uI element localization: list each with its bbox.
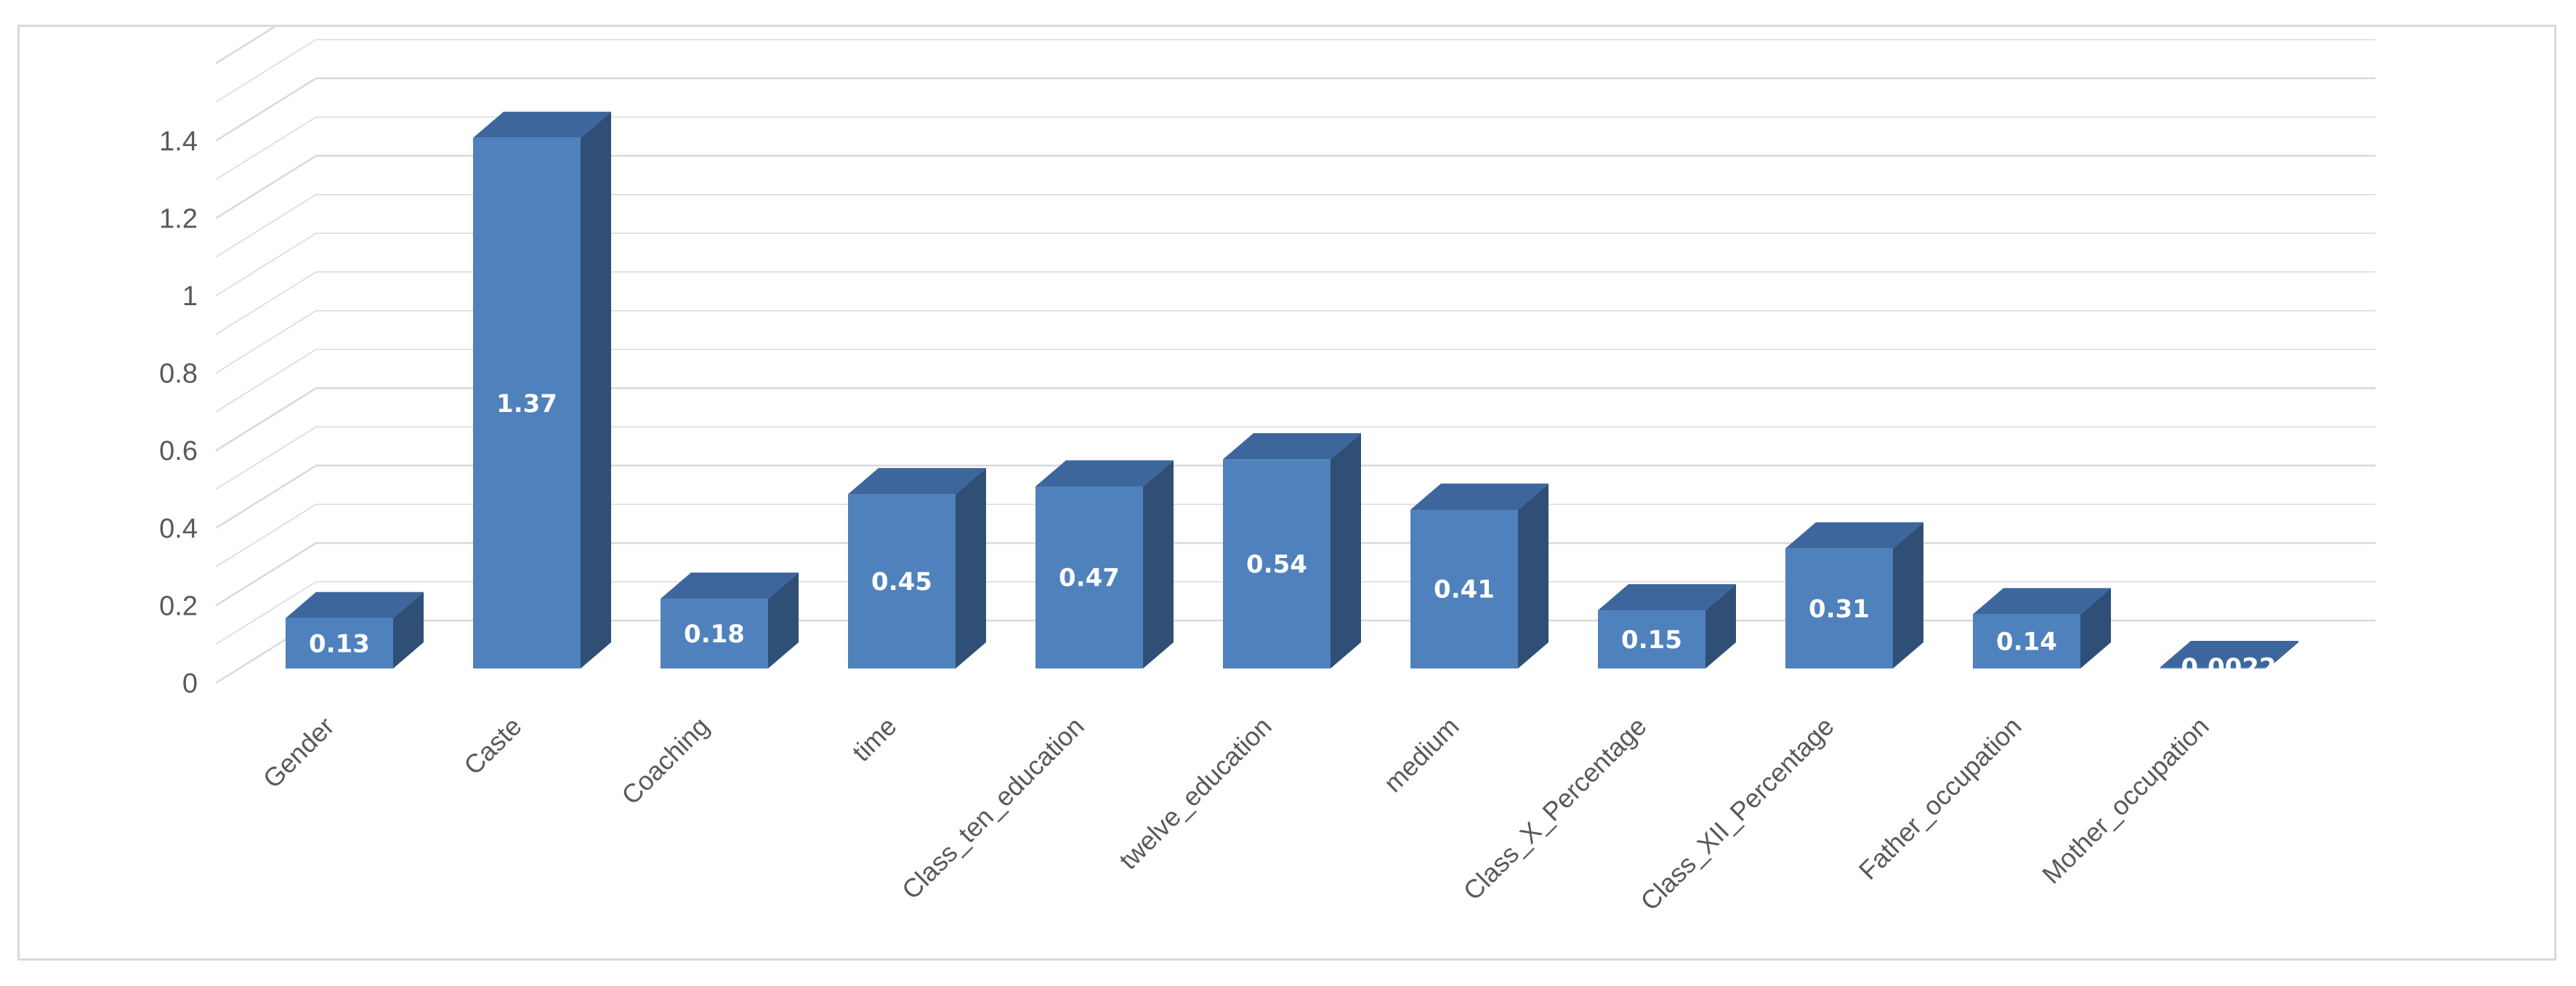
bar-front: [661, 599, 768, 668]
x-tick-label: Father_occupation: [1853, 711, 2027, 886]
bar-top: [1035, 460, 1174, 487]
y-tick-label: 1.2: [159, 203, 198, 234]
data-label: 0.14: [1996, 628, 2057, 657]
gridline: [215, 77, 2375, 142]
chart-frame: 0 0.2 0.4 0.6 0.8 1 1.2 1.4 0.13 1.37 0.18 0.45 0.4…: [17, 25, 2556, 961]
bar-side: [581, 111, 611, 668]
bar: 0.14: [1973, 588, 2111, 668]
bar-side: [1518, 483, 1549, 668]
bar: 0.45: [848, 468, 986, 668]
data-label: 0.0022: [2181, 653, 2276, 682]
x-tick-label: Class_ten_education: [896, 711, 1090, 905]
bar: 0.18: [661, 573, 799, 668]
gridline: [215, 233, 2375, 296]
bar: 0.47: [1035, 460, 1174, 668]
bar-chart: 0 0.2 0.4 0.6 0.8 1 1.2 1.4 0.13 1.37 0.18 0.45 0.4…: [159, 27, 2375, 916]
gridline: [215, 155, 2375, 219]
bar-front: [1410, 509, 1518, 668]
data-label: 0.13: [309, 629, 370, 658]
x-tick-label: twelve_education: [1113, 711, 1277, 876]
bar-front: [2160, 667, 2268, 668]
y-tick-label: 0.6: [159, 436, 198, 466]
bar-top: [2160, 641, 2298, 667]
bar-top: [661, 573, 799, 599]
y-tick-label: 0: [182, 668, 198, 699]
data-label: 0.45: [871, 567, 932, 597]
y-tick-label: 0.4: [159, 514, 198, 544]
bar: 0.15: [1598, 584, 1736, 668]
data-label: 1.37: [496, 389, 557, 419]
bar-top: [286, 591, 424, 618]
bar-front: [286, 618, 393, 668]
y-tick-label: 0.8: [159, 359, 198, 389]
x-tick-label: time: [847, 711, 903, 767]
bar-front: [1598, 610, 1705, 668]
bar-side: [956, 468, 986, 668]
x-tick-label: Gender: [257, 711, 340, 794]
gridline: [215, 271, 2375, 335]
bar-front: [848, 494, 956, 668]
gridline: [215, 542, 2375, 607]
bar-side: [1331, 433, 1361, 668]
x-tick-label: Coaching: [615, 711, 715, 811]
bar-side: [768, 573, 799, 668]
bar: 0.13: [286, 591, 424, 668]
gridline: [215, 349, 2375, 413]
bars: 0.13 1.37 0.18 0.45 0.47 0.54 0.41 0.15 0.31 0.14…: [286, 111, 2298, 682]
bar-top: [1598, 584, 1736, 611]
x-tick-label: Class_X_Percentage: [1458, 711, 1652, 906]
y-tick-label: 1.4: [159, 126, 198, 157]
x-tick-label: Mother_occupation: [2036, 711, 2215, 890]
bar-front: [1973, 614, 2080, 668]
bar-side: [1143, 460, 1174, 668]
bar-side: [1705, 584, 1736, 668]
bar-top: [1410, 483, 1549, 510]
gridline: [215, 387, 2375, 452]
gridline: [215, 464, 2375, 529]
x-tick-label: Class_XII_Percentage: [1634, 711, 1839, 916]
bar-top: [473, 111, 611, 138]
y-axis-ticks: 0 0.2 0.4 0.6 0.8 1 1.2 1.4: [159, 126, 198, 699]
gridline: [215, 116, 2375, 180]
data-label: 0.18: [684, 620, 745, 649]
bar: 0.0022: [2160, 641, 2298, 682]
bar-front: [1785, 548, 1893, 668]
bar: 1.37: [473, 111, 611, 669]
gridline: [215, 310, 2375, 374]
data-label: 0.54: [1246, 550, 1307, 579]
bar-top: [1973, 588, 2111, 615]
bar-front: [473, 137, 581, 669]
bar-front: [1035, 486, 1143, 668]
x-tick-label: medium: [1378, 711, 1465, 799]
gridline: [215, 193, 2375, 258]
y-tick-label: 0.2: [159, 591, 198, 621]
data-label: 0.41: [1434, 575, 1495, 605]
bar: 0.54: [1223, 433, 1361, 668]
bar: 0.31: [1785, 522, 1923, 668]
bar-top: [848, 468, 986, 495]
gridline: [215, 27, 276, 65]
data-label: 0.47: [1059, 564, 1120, 593]
gridlines: [215, 27, 2375, 684]
bar-side: [1893, 522, 1923, 668]
bar-side: [2080, 588, 2111, 668]
data-label: 0.31: [1809, 594, 1870, 623]
gridline: [215, 426, 2375, 490]
data-label: 0.15: [1621, 626, 1682, 655]
gridline: [215, 504, 2375, 567]
bar-side: [2268, 641, 2298, 668]
bar-top: [1785, 522, 1923, 549]
gridline: [215, 581, 2375, 645]
bar-front: [1223, 459, 1331, 668]
gridline: [215, 39, 2375, 103]
bar-side: [393, 591, 424, 668]
y-tick-label: 1: [182, 281, 198, 312]
x-axis-labels: Gender Caste Coaching timeClass_ten_educati…: [257, 711, 2215, 916]
x-tick-label: Caste: [458, 711, 527, 780]
bar-top: [1223, 433, 1361, 460]
bar: 0.41: [1410, 483, 1549, 668]
